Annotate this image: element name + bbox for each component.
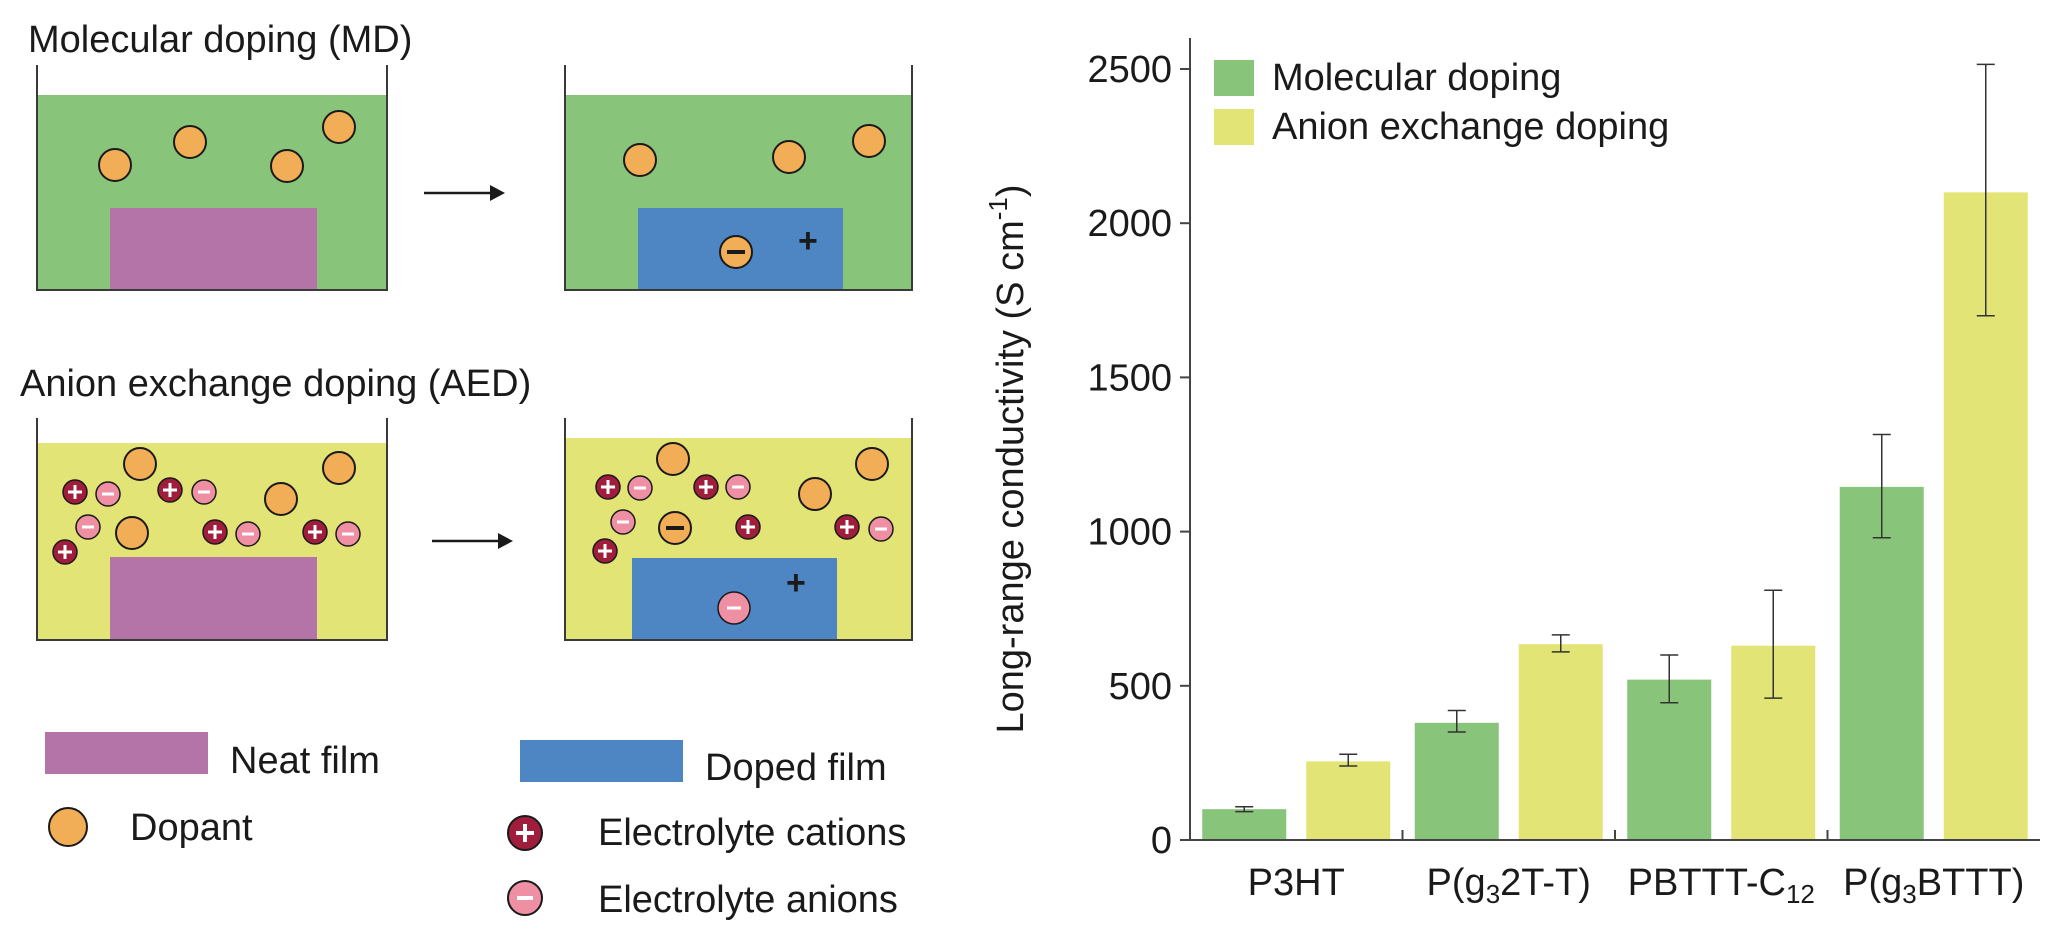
x-tick-label: PBTTT-C12 [1628,862,1815,909]
x-tick-label: P(g32T-T) [1427,862,1591,909]
cation [693,474,719,500]
schematic-legend: Neat film Doped film Dopant Electrolyte … [45,732,906,921]
cation [834,514,860,540]
doped-film-label: Doped film [705,747,887,789]
dopant-label: Dopant [130,807,253,849]
aed-before-neat-film [110,557,317,640]
anion [191,479,217,505]
y-axis-ticks: 0 500 1000 1500 2000 2500 [1087,49,1190,862]
hole-sign: + [786,564,806,602]
dopant [115,516,149,550]
chart-errorbars [1235,63,1995,813]
cation [202,519,228,545]
md-arrow [424,185,505,201]
anion [725,474,751,500]
bar [1414,722,1499,840]
x-tick-label: P(g3BTTT) [1843,862,2024,909]
dopant [852,124,886,158]
legend-label: Molecular doping [1272,57,1561,99]
dopant [322,110,356,144]
anion [610,509,636,535]
x-axis-ticks: P3HT P(g32T-T) PBTTT-C12 P(g3BTTT) [1248,830,2024,909]
y-tick-label: 1500 [1087,357,1172,399]
anions-label: Electrolyte anions [598,879,898,921]
dopant [123,447,157,481]
legend-label: Anion exchange doping [1272,106,1669,148]
bar [1627,679,1712,840]
cation [52,539,78,565]
aed-before-walls [36,418,388,641]
anion [627,475,653,501]
anion [75,514,101,540]
dopant [270,149,304,183]
aed-before-beaker [36,418,388,641]
neat-film-swatch [45,732,208,774]
dopant [855,447,889,481]
anion-group [75,479,361,547]
aed-arrow [432,533,513,549]
anion-swatch [507,880,543,916]
anion-in-film [717,591,751,625]
md-after-beaker: + [564,65,913,291]
bar [1306,761,1391,840]
cation [302,519,328,545]
cation [735,514,761,540]
md-before-neat-film [110,208,317,290]
cations-label: Electrolyte cations [598,812,906,854]
chart-bars [1202,192,2028,841]
md-before-walls [36,65,388,291]
dopant [656,442,690,476]
md-after-walls [564,65,913,291]
dopant [173,125,207,159]
dopant [798,477,832,511]
doped-film-swatch [520,740,683,782]
y-tick-label: 0 [1151,820,1172,862]
cation-swatch [507,815,543,851]
cation [592,538,618,564]
aed-after-beaker: + [564,418,913,641]
bar [1202,809,1287,840]
y-tick-label: 2500 [1087,49,1172,91]
aed-after-walls [564,418,913,641]
hole-sign: + [798,222,818,260]
dopant [98,148,132,182]
x-tick-label: P3HT [1248,862,1345,904]
anion [868,516,894,542]
anion [335,521,361,547]
legend-swatch [1214,60,1254,96]
dopant [264,482,298,516]
cation [595,474,621,500]
cation-group [52,477,328,565]
neat-film-label: Neat film [230,740,380,782]
y-tick-label: 2000 [1087,203,1172,245]
chart-legend: Molecular doping Anion exchange doping [1214,57,1669,148]
dopant [322,451,356,485]
dopant [772,140,806,174]
md-title: Molecular doping (MD) [28,19,412,61]
bar [1518,644,1603,840]
cation [62,479,88,505]
dopant [623,143,657,177]
md-before-beaker [36,65,388,291]
dopant-swatch [48,807,88,847]
y-tick-label: 500 [1109,666,1172,708]
chart: 0 500 1000 1500 2000 2500 P3HT P(g32T-T) PBTTT-… [983,38,2040,909]
anion [95,481,121,507]
bar [1839,486,1924,840]
legend-swatch [1214,109,1254,145]
y-axis-label: Long-range conductivity (S cm-1) [983,184,1032,733]
cation [157,477,183,503]
y-tick-label: 1000 [1087,512,1172,554]
anion [235,521,261,547]
aed-title: Anion exchange doping (AED) [20,363,531,405]
